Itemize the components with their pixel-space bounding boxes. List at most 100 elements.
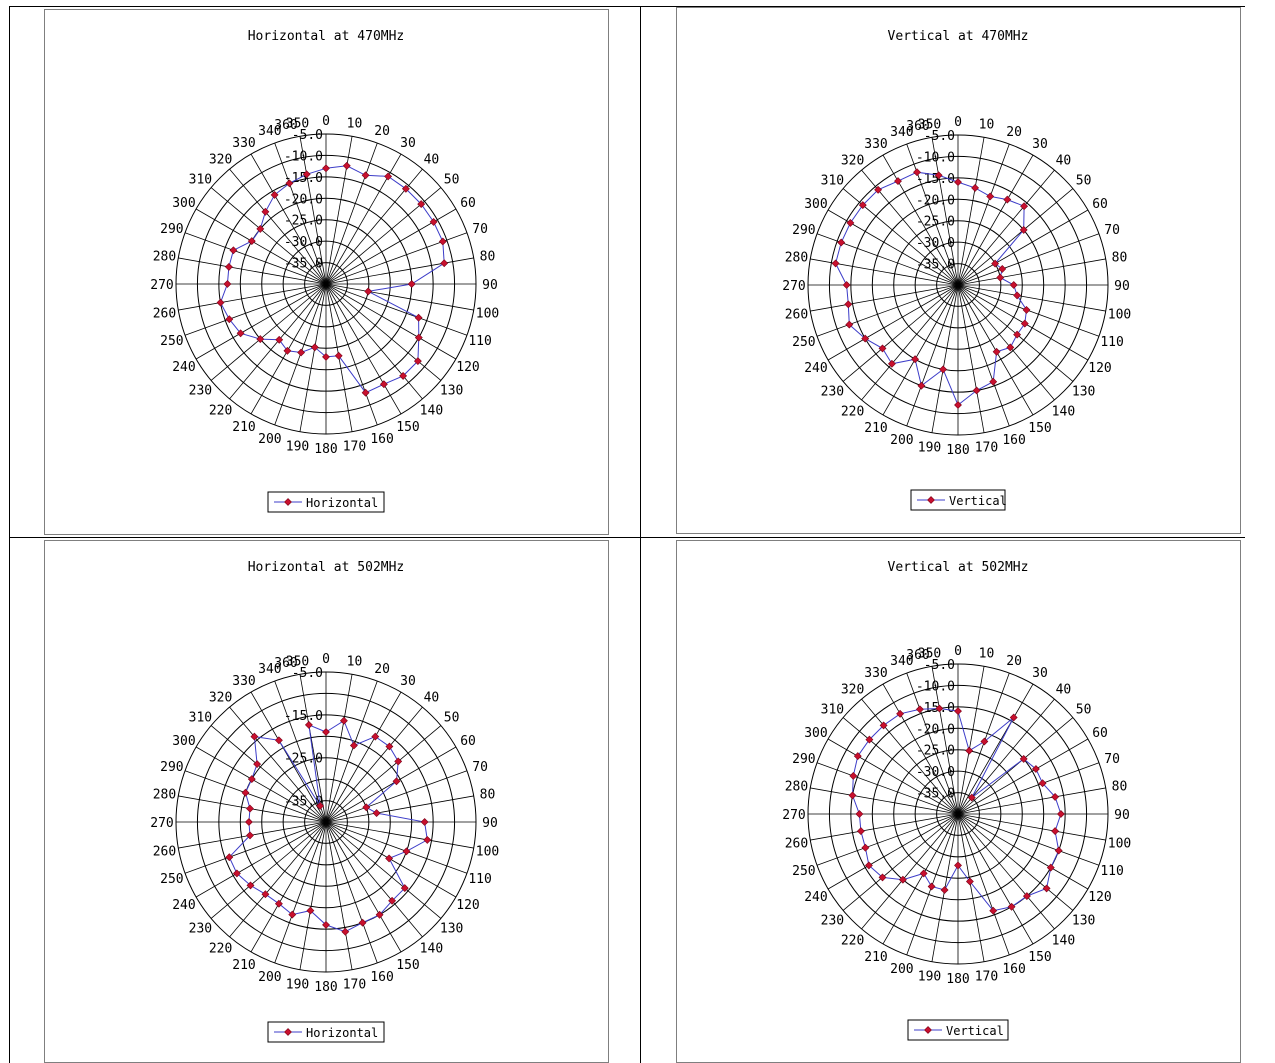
data-point [1042, 884, 1051, 893]
angle-tick-label: 50 [444, 173, 460, 188]
legend: Vertical [907, 1019, 1009, 1041]
grid-spoke [957, 813, 985, 962]
series-line [219, 165, 445, 394]
angle-tick-label: 340 [258, 662, 281, 677]
data-point [247, 237, 256, 246]
grid-spoke [325, 706, 423, 823]
angle-tick-label: 350 [918, 117, 941, 132]
data-point [1038, 779, 1047, 788]
data-point [1051, 827, 1060, 836]
data-point [285, 179, 294, 188]
angle-tick-label: 310 [821, 174, 844, 189]
angle-tick-label: 320 [209, 152, 232, 167]
data-point [1019, 754, 1028, 763]
angle-tick-label: 50 [444, 711, 460, 726]
data-point [1019, 225, 1028, 234]
angle-tick-label: 200 [890, 962, 913, 977]
angle-tick-label: 0 [322, 114, 330, 129]
angle-tick-label: 240 [172, 360, 195, 375]
data-point [874, 185, 883, 194]
angle-tick-label: 190 [918, 441, 941, 456]
grid-spoke [210, 725, 327, 823]
grid-spoke [957, 683, 1034, 815]
grid-spoke [957, 258, 1106, 286]
angle-tick-label: 200 [258, 432, 281, 447]
data-point [232, 869, 241, 878]
data-point [361, 171, 370, 180]
grid-spoke [882, 284, 959, 416]
angle-tick-label: 150 [1028, 421, 1051, 436]
angle-tick-label: 160 [370, 970, 393, 985]
radial-tick-label: -15.0 [284, 709, 323, 724]
legend-marker [284, 1028, 292, 1036]
grid-spoke [299, 283, 327, 432]
grid-spoke [810, 813, 959, 841]
angle-tick-label: 120 [1088, 361, 1111, 376]
angle-tick-label: 200 [258, 970, 281, 985]
angle-tick-label: 170 [975, 441, 998, 456]
data-point [856, 827, 865, 836]
angle-tick-label: 220 [209, 942, 232, 957]
angle-tick-label: 300 [172, 734, 195, 749]
grid-spoke [957, 813, 1055, 930]
data-point [407, 280, 416, 288]
data-point [438, 237, 447, 246]
angle-tick-label: 30 [400, 136, 416, 151]
data-point [848, 791, 857, 800]
data-point [247, 775, 256, 784]
grid-spoke [957, 284, 1055, 401]
angle-tick-label: 90 [1114, 808, 1130, 823]
legend-label: Vertical [949, 494, 1007, 508]
data-point [246, 804, 254, 813]
legend-label: Horizontal [306, 496, 378, 510]
grid-spoke [957, 169, 1055, 286]
data-point [1006, 343, 1015, 352]
angle-tick-label: 210 [232, 420, 255, 435]
radial-tick-label: -20.0 [916, 193, 955, 208]
angle-tick-label: 140 [1052, 934, 1075, 949]
data-point [842, 281, 851, 289]
data-point [861, 334, 870, 343]
grid-spoke [325, 821, 402, 953]
angle-tick-label: 280 [153, 788, 176, 803]
radial-tick-label: -30.0 [916, 236, 955, 251]
table-border-row [9, 537, 1245, 538]
data-point [1046, 863, 1055, 872]
angle-tick-label: 10 [979, 646, 995, 661]
data-point [362, 803, 371, 812]
grid-spoke [827, 813, 959, 890]
angle-tick-label: 270 [782, 808, 805, 823]
grid-spoke [299, 136, 327, 285]
data-point [934, 171, 943, 180]
chart-frame-h470 [44, 9, 609, 535]
data-point [417, 200, 426, 209]
data-point [1022, 305, 1031, 314]
angle-tick-label: 320 [209, 690, 232, 705]
chart-frame-v470 [676, 7, 1241, 534]
data-point [375, 910, 384, 919]
data-point [845, 320, 854, 329]
grid-spoke [810, 787, 959, 815]
chart-title: Horizontal at 502MHz [248, 560, 405, 575]
angle-tick-label: 200 [890, 433, 913, 448]
data-point [225, 315, 234, 324]
grid-spoke [325, 674, 353, 823]
grid-spoke [957, 813, 1010, 956]
data-point [965, 746, 974, 755]
angle-tick-label: 300 [172, 196, 195, 211]
legend-marker [284, 498, 292, 506]
angle-tick-label: 220 [841, 405, 864, 420]
data-point [297, 348, 306, 357]
radial-tick-label: -15.0 [284, 171, 323, 186]
data-point [935, 704, 944, 713]
angle-tick-label: 10 [979, 117, 995, 132]
grid-spoke [957, 717, 1074, 815]
angle-tick-label: 260 [153, 306, 176, 321]
legend: Vertical [910, 489, 1007, 511]
data-point [322, 352, 330, 361]
angle-tick-label: 40 [424, 690, 440, 705]
angle-tick-label: 20 [374, 124, 390, 139]
angle-tick-label: 240 [804, 890, 827, 905]
angle-tick-label: 30 [1032, 137, 1048, 152]
grid-spoke [210, 283, 327, 381]
